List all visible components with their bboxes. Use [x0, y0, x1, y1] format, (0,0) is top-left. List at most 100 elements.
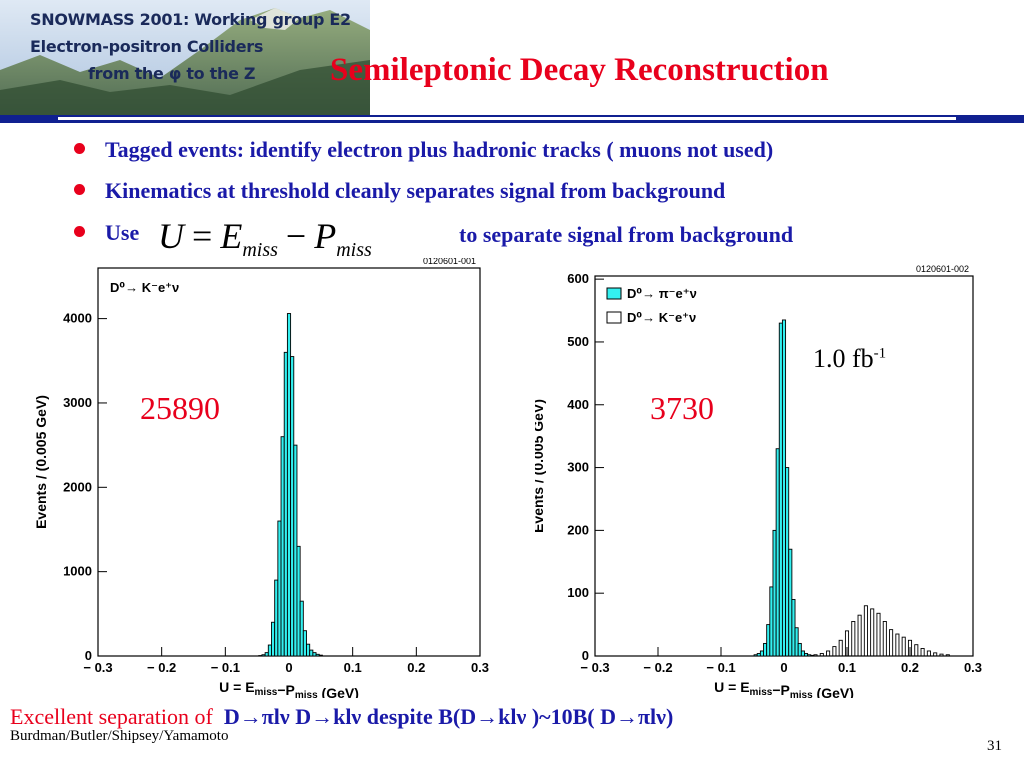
x-axis-label-subscript: miss	[790, 690, 813, 698]
histogram-bin	[271, 621, 276, 657]
legend-swatch	[606, 287, 622, 300]
signal-count-left: 25890	[140, 390, 220, 426]
histogram-bin	[318, 654, 323, 657]
histogram-bin	[933, 652, 938, 657]
histogram-bin	[907, 639, 913, 657]
y-tick-label: 4000	[63, 311, 92, 326]
x-tick-label: 0	[285, 660, 292, 675]
legend-swatch	[606, 311, 622, 324]
conclusion-blue-text: D→πlν D→klν despite B(D→klν )~10B( D→πlν…	[223, 704, 674, 729]
x-axis-label: U = Emiss−Pmiss (GeV)	[714, 679, 854, 698]
y-tick-label: 2000	[63, 479, 92, 494]
x-tick-label: 0	[780, 660, 787, 675]
x-tick-label: 0.3	[471, 660, 489, 675]
legend-label: D⁰→ π⁻e⁺ν	[627, 286, 697, 301]
histogram-bin	[800, 650, 805, 657]
histogram-bin	[756, 653, 761, 657]
histogram-bin	[857, 614, 862, 657]
histogram-bin	[819, 653, 824, 657]
histogram-bin	[788, 548, 793, 657]
y-tick-label: 3000	[63, 395, 92, 410]
bullet-dot-icon	[74, 143, 85, 154]
histogram-bin	[778, 322, 783, 657]
slide-title: Semileptonic Decay Reconstruction	[330, 52, 829, 88]
histogram-bin	[769, 586, 774, 657]
histogram-bin	[851, 621, 856, 657]
bullet-text: Use	[105, 220, 140, 245]
x-axis-label-part: U = E	[714, 679, 749, 695]
histogram-bin	[763, 642, 768, 657]
histogram-bin	[280, 436, 285, 657]
histogram-bin	[302, 630, 307, 657]
author-credits: Burdman/Butler/Shipsey/Yamamoto	[10, 728, 229, 744]
conclusion-line: Excellent separation of D→πlν D→klν desp…	[10, 704, 673, 730]
formula-minus: −	[285, 216, 307, 256]
mountain-banner-art	[0, 8, 370, 116]
y-tick-label: 200	[567, 522, 589, 537]
histogram-bin	[766, 624, 771, 657]
u-formula: U = Emiss − Pmiss	[158, 215, 372, 262]
histogram-bin	[286, 313, 292, 657]
x-tick-label: − 0.2	[147, 660, 176, 675]
x-axis-label-subscript: miss	[255, 687, 278, 698]
x-tick-label: 0.3	[964, 660, 982, 675]
formula-p: P	[314, 216, 337, 256]
figure-code: 0120601-002	[916, 264, 969, 274]
formula-u: U	[158, 216, 184, 256]
y-axis-label: Events / (0.005 GeV)	[535, 399, 546, 533]
y-tick-label: 300	[567, 460, 589, 475]
histogram-bin	[945, 654, 950, 657]
x-axis-label-part: (GeV)	[813, 685, 854, 698]
histogram-bin	[920, 648, 925, 657]
histogram-bin	[264, 652, 269, 657]
y-axis-label: Events / (0.005 GeV)	[33, 395, 49, 529]
histogram-bin	[781, 319, 787, 657]
y-tick-label: 0	[85, 648, 92, 663]
bullet-item: Tagged events: identify electron plus ha…	[74, 137, 773, 163]
signal-count-right: 3730	[650, 390, 714, 426]
banner-line-2: Electron-positron Colliders	[30, 37, 264, 56]
histogram-bin	[889, 629, 894, 657]
histogram-bin	[870, 608, 875, 657]
histogram-bin	[832, 646, 837, 657]
luminosity-value: 1.0 fb	[813, 344, 874, 373]
y-tick-label: 500	[567, 334, 589, 349]
formula-trailing-text: to separate signal from background	[459, 222, 794, 247]
x-axis-label-subscript: miss	[750, 687, 773, 698]
histogram-bin	[876, 612, 881, 657]
bullet-dot-icon	[74, 226, 85, 237]
histogram-bin	[797, 642, 802, 657]
banner-line-1: SNOWMASS 2001: Working group E2	[30, 10, 351, 29]
histogram-bin	[926, 650, 931, 657]
y-tick-label: 600	[567, 271, 589, 286]
histogram-bin	[753, 654, 758, 657]
conclusion-red-text: Excellent separation of	[10, 704, 213, 729]
header-rule-highlight	[58, 117, 956, 120]
conference-banner: SNOWMASS 2001: Working group E2 Electron…	[0, 0, 370, 116]
y-tick-label: 0	[582, 648, 589, 663]
formula-e: E	[220, 216, 243, 256]
y-tick-label: 100	[567, 585, 589, 600]
x-tick-label: − 0.1	[211, 660, 240, 675]
x-tick-label: 0.1	[344, 660, 362, 675]
histogram-bin	[267, 644, 272, 657]
page-number: 31	[987, 738, 1002, 754]
histogram-bin	[785, 467, 790, 657]
luminosity-label: 1.0 fb-1	[813, 344, 886, 374]
histogram-bin	[296, 545, 301, 657]
x-axis-label-subscript: miss	[295, 690, 318, 698]
formula-equals: =	[192, 216, 213, 256]
x-tick-label: − 0.3	[83, 660, 112, 675]
formula-sub-p: miss	[336, 239, 372, 262]
histogram-bin	[309, 649, 314, 657]
histogram-bin	[838, 639, 843, 657]
histogram-bin	[914, 644, 919, 657]
y-tick-label: 1000	[63, 564, 92, 579]
x-axis-label-part: U = E	[219, 679, 254, 695]
histogram-bin	[826, 650, 831, 657]
bullet-text: Tagged events: identify electron plus ha…	[105, 137, 774, 162]
histogram-bin	[794, 627, 799, 657]
histogram-bin	[807, 654, 812, 657]
x-axis-label-part: −P	[772, 682, 790, 698]
histogram-bin	[283, 351, 288, 657]
